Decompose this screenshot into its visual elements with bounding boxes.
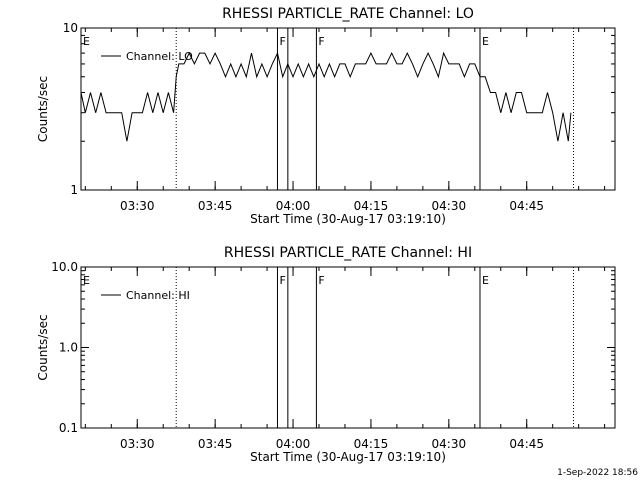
marker-label: E bbox=[83, 35, 90, 48]
x-tick-label: 04:15 bbox=[354, 199, 389, 213]
legend-entry: Channel: HI bbox=[126, 289, 190, 302]
x-tick-label: 04:15 bbox=[354, 437, 389, 451]
x-tick-label: 03:45 bbox=[198, 199, 233, 213]
x-tick-label: 03:30 bbox=[120, 199, 155, 213]
x-tick-label: 04:30 bbox=[432, 199, 467, 213]
y-tick-label: 1.0 bbox=[59, 341, 78, 355]
y-tick-label: 1 bbox=[70, 183, 78, 197]
marker-label: F bbox=[318, 274, 324, 287]
chart-title: RHESSI PARTICLE_RATE Channel: LO bbox=[222, 6, 474, 22]
y-axis-label: Counts/sec bbox=[36, 76, 50, 142]
x-tick-label: 03:30 bbox=[120, 437, 155, 451]
y-axis-label: Counts/sec bbox=[36, 314, 50, 380]
x-tick-label: 04:30 bbox=[432, 437, 467, 451]
x-tick-label: 04:00 bbox=[276, 199, 311, 213]
marker-label: F bbox=[318, 35, 324, 48]
marker-label: F bbox=[279, 274, 285, 287]
y-tick-label: 10 bbox=[63, 21, 78, 35]
x-tick-label: 03:45 bbox=[198, 437, 233, 451]
marker-label: F bbox=[279, 35, 285, 48]
y-tick-label: 0.1 bbox=[59, 421, 78, 435]
x-tick-label: 04:00 bbox=[276, 437, 311, 451]
y-tick-label: 10.0 bbox=[51, 260, 78, 274]
x-tick-label: 04:45 bbox=[509, 437, 544, 451]
x-tick-label: 04:45 bbox=[509, 199, 544, 213]
marker-label: E bbox=[482, 35, 489, 48]
x-axis-label: Start Time (30-Aug-17 03:19:10) bbox=[250, 450, 446, 464]
marker-label: E bbox=[83, 274, 90, 287]
series-line bbox=[80, 51, 572, 142]
legend-entry: Channel: LO bbox=[126, 50, 193, 63]
x-axis-label: Start Time (30-Aug-17 03:19:10) bbox=[250, 212, 446, 226]
timestamp: 1-Sep-2022 18:56 bbox=[557, 468, 638, 478]
chart-title: RHESSI PARTICLE_RATE Channel: HI bbox=[224, 245, 472, 261]
marker-label: E bbox=[482, 274, 489, 287]
